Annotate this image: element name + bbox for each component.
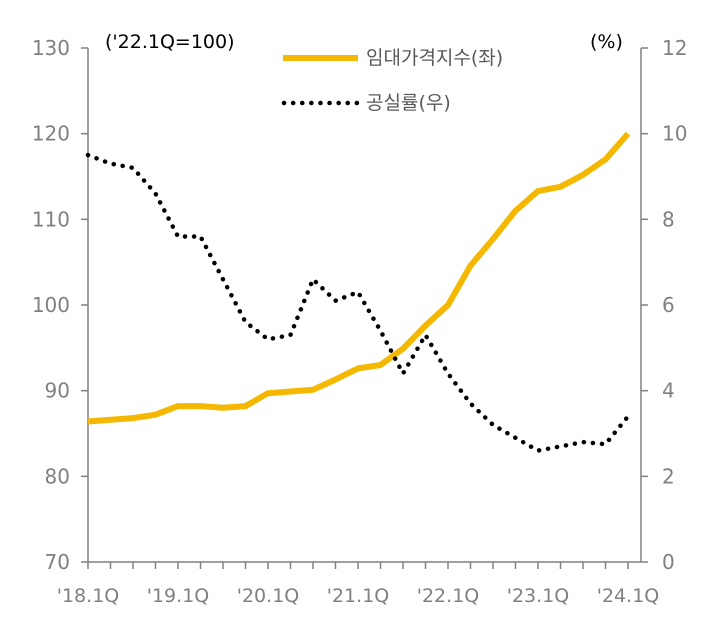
x-tick-label: '22.1Q	[417, 585, 479, 607]
left-tick-label: 130	[32, 36, 70, 60]
right-axis-unit: (%)	[590, 31, 623, 53]
left-tick-label: 120	[32, 122, 70, 146]
left-tick-label: 80	[45, 464, 70, 488]
x-tick-label: '21.1Q	[327, 585, 389, 607]
right-tick-label: 2	[662, 464, 675, 488]
left-axis-ticks: 130 120 110 100 90 80 70	[32, 36, 88, 574]
left-axis-unit: ('22.1Q=100)	[105, 31, 235, 53]
x-tick-label: '23.1Q	[507, 585, 569, 607]
left-tick-label: 70	[45, 550, 70, 574]
x-tick-label: '24.1Q	[597, 585, 659, 607]
right-axis-ticks: 12 10 8 6 4 2 0	[641, 36, 687, 574]
legend-label-vacancy-rate: 공실률(우)	[366, 92, 451, 114]
legend: 임대가격지수(좌) 공실률(우)	[281, 47, 503, 114]
legend-label-rent-index: 임대가격지수(좌)	[366, 47, 503, 69]
right-tick-label: 0	[662, 550, 675, 574]
series-layer	[85, 131, 631, 453]
right-tick-label: 6	[662, 293, 675, 317]
right-tick-label: 4	[662, 379, 675, 403]
right-tick-label: 10	[662, 122, 687, 146]
x-tick-label: '20.1Q	[237, 585, 299, 607]
series-line-vacancy-rate	[85, 152, 631, 453]
series-line-rent-index	[87, 131, 631, 425]
x-tick-label: '18.1Q	[57, 585, 119, 607]
right-tick-label: 12	[662, 36, 687, 60]
x-tick-label: '19.1Q	[147, 585, 209, 607]
x-axis-ticks: '18.1Q '19.1Q '20.1Q '21.1Q '22.1Q '23.1Q '24.…	[57, 562, 659, 607]
left-tick-label: 100	[32, 293, 70, 317]
left-tick-label: 90	[45, 379, 70, 403]
left-tick-label: 110	[32, 207, 70, 231]
right-tick-label: 8	[662, 207, 675, 231]
